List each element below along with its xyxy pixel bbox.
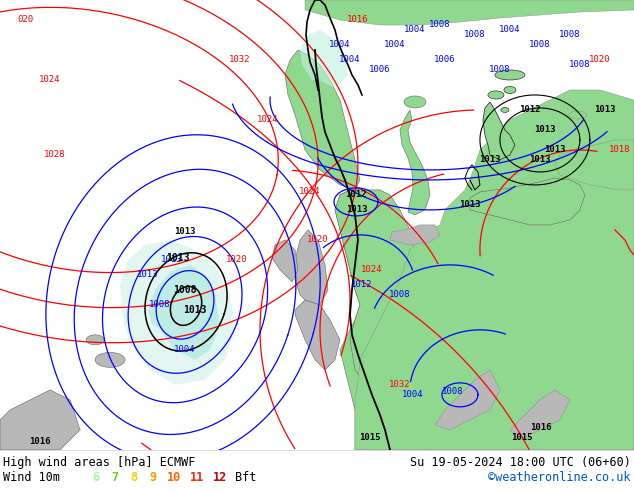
Text: 1013: 1013 [174, 227, 196, 236]
Polygon shape [300, 30, 348, 88]
Text: 1013: 1013 [138, 270, 159, 279]
Polygon shape [510, 390, 570, 440]
Polygon shape [400, 110, 430, 215]
Text: 1004: 1004 [329, 41, 351, 49]
Text: 1013: 1013 [594, 105, 616, 115]
Text: 1016: 1016 [29, 437, 51, 446]
Ellipse shape [404, 96, 426, 108]
Ellipse shape [86, 335, 104, 345]
Text: 1012: 1012 [351, 280, 373, 290]
Ellipse shape [95, 352, 125, 368]
Polygon shape [483, 102, 515, 160]
Text: 1015: 1015 [511, 433, 533, 442]
Text: 1004: 1004 [402, 391, 424, 399]
Text: 1008: 1008 [489, 66, 510, 74]
Text: 1008: 1008 [389, 291, 411, 299]
Polygon shape [335, 190, 450, 400]
Text: 1024: 1024 [257, 116, 279, 124]
Text: 1013: 1013 [346, 205, 368, 215]
Polygon shape [435, 370, 500, 430]
Text: 1028: 1028 [44, 150, 66, 159]
Text: 1008: 1008 [429, 21, 451, 29]
Text: 020: 020 [17, 16, 33, 24]
Polygon shape [390, 225, 440, 245]
Ellipse shape [501, 107, 509, 113]
Text: 1004: 1004 [404, 25, 425, 34]
Polygon shape [295, 230, 328, 305]
Text: 1008: 1008 [464, 30, 486, 40]
Polygon shape [555, 140, 634, 190]
Text: 1013: 1013 [529, 155, 551, 165]
Polygon shape [410, 270, 460, 450]
Text: 11: 11 [190, 471, 204, 484]
Text: Bft: Bft [235, 471, 256, 484]
Text: 1008: 1008 [569, 60, 591, 70]
Polygon shape [272, 240, 298, 282]
Text: 1024: 1024 [299, 187, 321, 196]
Ellipse shape [504, 86, 516, 94]
Polygon shape [0, 390, 80, 450]
Text: 1004: 1004 [339, 55, 361, 65]
Text: 1016: 1016 [347, 16, 369, 24]
Text: 1024: 1024 [361, 266, 383, 274]
Polygon shape [305, 0, 634, 25]
Text: 1004: 1004 [499, 25, 521, 34]
Text: 1004: 1004 [384, 41, 406, 49]
Text: 1015: 1015 [359, 433, 381, 442]
Polygon shape [120, 240, 235, 385]
Text: 1008: 1008 [529, 41, 551, 49]
Text: 1013: 1013 [459, 200, 481, 209]
Polygon shape [430, 360, 634, 450]
Text: 10: 10 [167, 471, 181, 484]
Text: 7: 7 [111, 471, 118, 484]
Text: 1013: 1013 [161, 255, 183, 265]
Text: 12: 12 [212, 471, 226, 484]
Text: 1032: 1032 [230, 55, 251, 65]
Text: 1020: 1020 [226, 255, 248, 265]
Text: 1012: 1012 [519, 105, 541, 115]
Polygon shape [335, 190, 450, 450]
Text: Su 19-05-2024 18:00 UTC (06+60): Su 19-05-2024 18:00 UTC (06+60) [410, 456, 631, 469]
Text: 1024: 1024 [39, 75, 61, 84]
Text: 1013: 1013 [166, 253, 190, 263]
Text: 1006: 1006 [369, 66, 391, 74]
Text: 1018: 1018 [609, 146, 631, 154]
Text: 1008: 1008 [559, 30, 581, 40]
Polygon shape [355, 90, 634, 450]
Text: 8: 8 [130, 471, 137, 484]
Text: 1012: 1012 [346, 191, 366, 199]
Text: ©weatheronline.co.uk: ©weatheronline.co.uk [488, 471, 631, 484]
Ellipse shape [488, 91, 504, 99]
Ellipse shape [495, 70, 525, 80]
Text: 1020: 1020 [589, 55, 611, 65]
Text: 1013: 1013 [544, 146, 566, 154]
Polygon shape [295, 300, 340, 370]
Text: 1013: 1013 [479, 155, 501, 165]
Polygon shape [470, 178, 585, 225]
Polygon shape [148, 265, 220, 360]
Text: 1006: 1006 [434, 55, 456, 65]
Text: 1013: 1013 [534, 125, 555, 134]
Text: High wind areas [hPa] ECMWF: High wind areas [hPa] ECMWF [3, 456, 195, 469]
Ellipse shape [569, 111, 587, 119]
Text: 1032: 1032 [389, 380, 411, 390]
Text: 6: 6 [92, 471, 99, 484]
Polygon shape [285, 50, 360, 190]
Text: Wind 10m: Wind 10m [3, 471, 60, 484]
Text: 1013: 1013 [183, 305, 207, 315]
Text: 9: 9 [149, 471, 156, 484]
Text: 1008: 1008 [150, 300, 171, 309]
Text: 1020: 1020 [307, 235, 329, 245]
Text: 1004: 1004 [174, 345, 196, 354]
Text: 1016: 1016 [530, 423, 552, 432]
Text: 1008: 1008 [442, 387, 463, 396]
Text: 1008: 1008 [173, 285, 197, 295]
